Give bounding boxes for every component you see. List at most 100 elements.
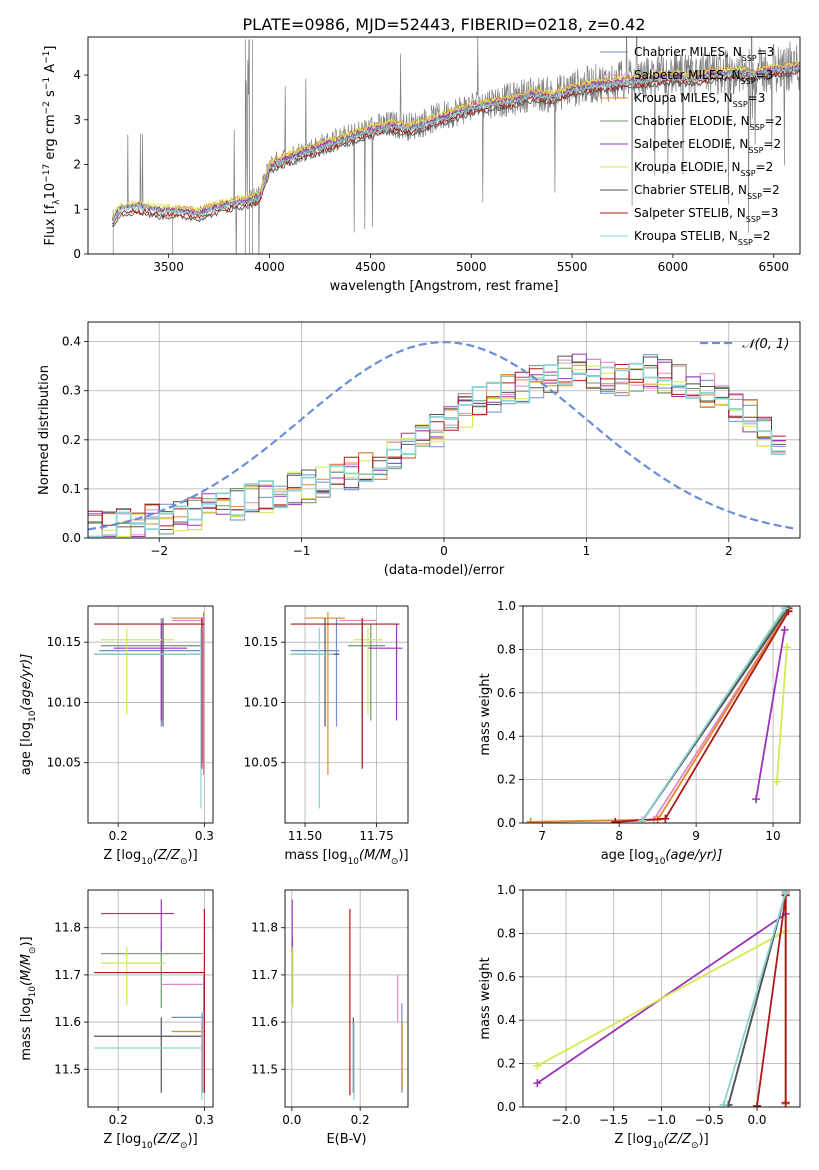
- y-tick-label: 0.8: [497, 926, 516, 940]
- histogram-chabrier-elodie: [88, 361, 786, 537]
- x-axis-label: Z [log10(Z/Z⊙)]: [103, 1132, 197, 1151]
- weight-marker: [780, 625, 789, 634]
- x-tick-label: −1.5: [599, 1113, 628, 1127]
- histogram-salpeter-stelib: [88, 364, 786, 527]
- weight_vs_age-panel: 7 8 9 10 0.0 0.2 0.4 0.6 0.8 1.0 age [log10(age/yr…: [478, 599, 801, 867]
- weight_vs_age-plot-area: [526, 606, 793, 823]
- legend-entry: Chabrier ELODIE, NSSP=2: [634, 114, 782, 132]
- x-tick-label: 0.0: [282, 1113, 301, 1127]
- weight-marker: [780, 606, 789, 613]
- y-tick-label: 0.1: [62, 482, 81, 496]
- y-tick-label: 11.6: [54, 1015, 81, 1029]
- y-tick-label: 0.8: [497, 642, 516, 656]
- y-tick-label: 0.6: [497, 970, 516, 984]
- y-tick-label: 0.3: [62, 384, 81, 398]
- y-tick-label: 1: [73, 202, 81, 216]
- y-tick-label: 3: [73, 113, 81, 127]
- axes-frame: [87, 889, 214, 1108]
- mass_vs_Z-panel: 0.2 0.3 11.5 11.6 11.7 11.8 Z [log10(Z/Z⊙)] mas…: [19, 889, 214, 1151]
- weight-marker: [719, 1100, 728, 1107]
- weight-marker: [781, 1098, 790, 1107]
- x-tick-label: 0.3: [195, 829, 214, 843]
- x-tick-label: 11.50: [288, 829, 322, 843]
- y-axis-label: Flux [fλ10−17 erg cm−2 s−1 A−1]: [42, 46, 62, 246]
- y-tick-label: 0.4: [497, 1013, 516, 1027]
- y-axis-label: mass weight: [478, 957, 493, 1039]
- mass_vs_Z-plot-area: [94, 899, 205, 1100]
- axes-frame: [87, 321, 801, 539]
- x-tick-label: 2: [725, 544, 733, 558]
- x-tick-label: 0.2: [351, 1113, 370, 1127]
- spectrum-plot-area: [111, 37, 800, 254]
- weight-marker: [611, 817, 620, 823]
- legend-entry: Salpeter STELIB, NSSP=3: [634, 206, 778, 224]
- y-tick-label: 11.5: [54, 1062, 81, 1076]
- y-tick-label: 10.05: [47, 756, 81, 770]
- y-tick-label: 0.0: [62, 531, 81, 545]
- histogram-chabrier-stelib: [88, 355, 786, 528]
- x-tick-label: 4000: [254, 260, 285, 274]
- x-tick-label: −1.0: [647, 1113, 676, 1127]
- x-tick-label: 0: [440, 544, 448, 558]
- residuals-panel: −2 −1 0 1 2 0.0 0.1 0.2 0.3 0.4 𝒩(0, 1) (data-model…: [37, 321, 801, 578]
- y-tick-label: 11.8: [54, 921, 81, 935]
- weight-marker: [752, 795, 761, 804]
- x-axis-label: (data-model)/error: [384, 563, 505, 578]
- weight-line-kroupa-stelib: [641, 607, 786, 822]
- y-tick-label: 11.5: [251, 1062, 278, 1076]
- x-tick-label: 3500: [153, 260, 184, 274]
- weight-marker: [753, 1101, 762, 1107]
- x-tick-label: 0.2: [109, 1113, 128, 1127]
- x-tick-label: 9: [692, 829, 700, 843]
- x-tick-label: 0.0: [747, 1113, 766, 1127]
- weight-line-salpeter-elodie: [755, 629, 786, 800]
- legend-entry: Chabrier STELIB, NSSP=2: [634, 183, 780, 201]
- y-axis-label: mass weight: [478, 673, 493, 755]
- age_vs_Z-plot-area: [94, 612, 205, 809]
- y-tick-label: 0: [73, 247, 81, 261]
- x-tick-label: 5000: [456, 260, 487, 274]
- spectrum-panel: 3500 4000 4500 5000 5500 6000 6500 0 1 2 3 4 Chabrie…: [42, 36, 801, 294]
- x-axis-label: Z [log10(Z/Z⊙)]: [614, 1132, 708, 1151]
- x-tick-label: 4500: [355, 260, 386, 274]
- y-axis-label: mass [log10(M/M⊙)]: [19, 936, 38, 1060]
- y-tick-label: 10.10: [244, 695, 278, 709]
- weight-line-kroupa-miles: [530, 609, 790, 823]
- x-tick-label: 6500: [759, 260, 790, 274]
- model-line-kroupa-elodie: [111, 60, 800, 219]
- y-tick-label: 11.7: [251, 968, 278, 982]
- x-tick-label: 0.3: [195, 1113, 214, 1127]
- histogram-kroupa-stelib: [88, 362, 786, 538]
- axes-frame: [522, 605, 801, 824]
- x-tick-label: 5500: [557, 260, 588, 274]
- x-tick-label: −0.5: [695, 1113, 724, 1127]
- weight-line-salpeter-stelib: [756, 895, 787, 1107]
- x-tick-label: −2: [150, 544, 168, 558]
- figure-title: PLATE=0986, MJD=52443, FIBERID=0218, z=0…: [242, 15, 645, 34]
- gaussian-legend-label: 𝒩(0, 1): [742, 337, 789, 352]
- weight-marker: [661, 814, 670, 823]
- age_vs_mass-panel: 11.50 11.75 10.05 10.10 10.15 mass [log10(M/M…: [244, 605, 409, 867]
- weight_vs_Z-panel: −2.0 −1.5 −1.0 −0.5 0.0 0.0 0.2 0.4 0.6 0.8 1.0 Z […: [478, 883, 801, 1151]
- weight-marker: [533, 1061, 542, 1070]
- spectrum-legend: Chabrier MILES, NSSP=3 Salpeter MILES, NS…: [600, 45, 782, 247]
- weight-marker: [781, 890, 790, 897]
- weight-marker: [772, 777, 781, 786]
- x-tick-label: 11.75: [359, 829, 393, 843]
- model-line-kroupa-stelib: [111, 66, 800, 223]
- legend-entry: Chabrier MILES, NSSP=3: [634, 45, 774, 63]
- y-tick-label: 10.05: [244, 756, 278, 770]
- y-tick-label: 0.2: [497, 773, 516, 787]
- mass_vs_ebv-plot-area: [291, 899, 403, 1100]
- y-tick-label: 4: [73, 68, 81, 82]
- y-tick-label: 11.6: [251, 1015, 278, 1029]
- y-tick-label: 10.10: [47, 695, 81, 709]
- y-tick-label: 0.4: [497, 729, 516, 743]
- y-tick-label: 1.0: [497, 883, 516, 897]
- histogram-chabrier-miles: [88, 354, 786, 537]
- axes-frame: [87, 605, 214, 824]
- y-tick-label: 1.0: [497, 599, 516, 613]
- x-axis-label: wavelength [Angstrom, rest frame]: [330, 279, 559, 294]
- weight-line-kroupa-elodie: [536, 930, 787, 1067]
- y-tick-label: 2: [73, 158, 81, 172]
